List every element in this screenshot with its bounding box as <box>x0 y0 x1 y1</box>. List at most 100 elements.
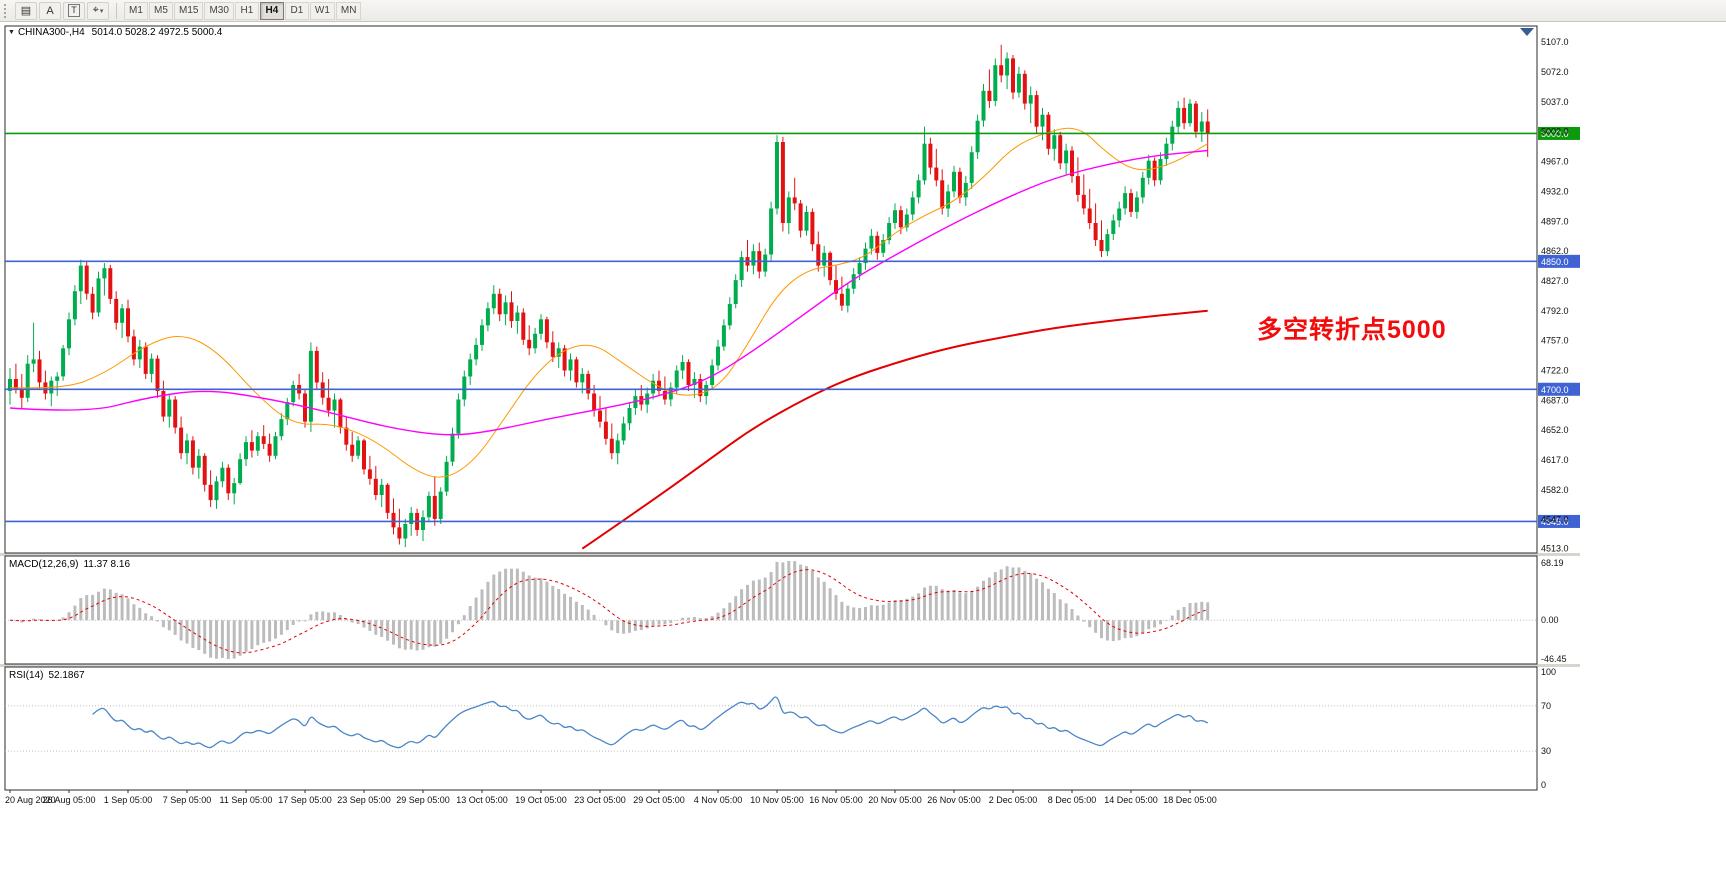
rsi-axis: 100 70 30 0 <box>1541 667 1556 790</box>
svg-text:4967.0: 4967.0 <box>1541 157 1569 167</box>
ma-slow-line <box>581 309 1208 550</box>
svg-text:4617.0: 4617.0 <box>1541 455 1569 465</box>
timeframe-button-h1[interactable]: H1 <box>234 1 259 20</box>
svg-text:4897.0: 4897.0 <box>1541 216 1569 226</box>
svg-text:4 Nov 05:00: 4 Nov 05:00 <box>694 795 743 805</box>
timeframe-button-m1[interactable]: M1 <box>124 1 148 20</box>
timeframe-button-d1[interactable]: D1 <box>284 1 309 20</box>
chart-shift-marker[interactable] <box>1520 28 1534 36</box>
panel-separator-main-macd[interactable] <box>0 553 1580 556</box>
svg-text:-46.45: -46.45 <box>1541 654 1567 664</box>
svg-text:4582.0: 4582.0 <box>1541 485 1569 495</box>
svg-text:7 Sep 05:00: 7 Sep 05:00 <box>163 795 212 805</box>
chart-annotation[interactable]: 多空转折点5000 <box>1257 316 1447 344</box>
svg-text:4722.0: 4722.0 <box>1541 366 1569 376</box>
svg-text:4547.0: 4547.0 <box>1541 515 1569 525</box>
svg-text:2 Dec 05:00: 2 Dec 05:00 <box>989 795 1038 805</box>
svg-text:26 Nov 05:00: 26 Nov 05:00 <box>927 795 981 805</box>
chart-objects-icon: ▤ <box>20 5 32 17</box>
chart-canvas[interactable]: 5000.0 4850.0 4700.0 4545.0 5107.0 5072.0 5037… <box>0 22 1726 894</box>
svg-text:16 Nov 05:00: 16 Nov 05:00 <box>809 795 863 805</box>
price-tag-text: 5000.0 <box>1541 129 1569 139</box>
chart-toolbar: ▤ A T ⌖ ▾ M1 M5 M15 M30 H1 H4 D1 W1 MN <box>0 0 1726 22</box>
price-tag-text: 4545.0 <box>1541 517 1569 527</box>
macd-name: MACD(12,26,9) <box>9 559 79 570</box>
timeframe-button-w1[interactable]: W1 <box>309 1 335 20</box>
rsi-panel[interactable] <box>4 666 1538 791</box>
svg-text:4792.0: 4792.0 <box>1541 306 1569 316</box>
price-tag-4545.0 <box>1538 514 1580 528</box>
svg-text:5037.0: 5037.0 <box>1541 97 1569 107</box>
ma-fast-line <box>9 127 1208 478</box>
timeframe-button-m30[interactable]: M30 <box>204 1 234 20</box>
svg-text:29 Oct 05:00: 29 Oct 05:00 <box>633 795 685 805</box>
svg-text:14 Dec 05:00: 14 Dec 05:00 <box>1104 795 1158 805</box>
panel-separator-macd-rsi[interactable] <box>0 664 1580 667</box>
price-tag-4850.0 <box>1538 254 1580 268</box>
one-click-trading-collapse-icon[interactable]: ▼ <box>8 29 15 36</box>
macd-histogram <box>14 561 1210 659</box>
price-tag-text: 4850.0 <box>1541 257 1569 267</box>
svg-text:11 Sep 05:00: 11 Sep 05:00 <box>220 795 273 805</box>
macd-main-value: 11.37 <box>83 559 108 570</box>
svg-text:23 Oct 05:00: 23 Oct 05:00 <box>574 795 626 805</box>
svg-text:19 Oct 05:00: 19 Oct 05:00 <box>515 795 567 805</box>
timeframe-button-h4[interactable]: H4 <box>259 1 284 20</box>
svg-text:4932.0: 4932.0 <box>1541 186 1569 196</box>
svg-text:4652.0: 4652.0 <box>1541 425 1569 435</box>
price-tag-4700.0 <box>1538 382 1580 396</box>
timeframe-button-mn[interactable]: MN <box>335 1 362 20</box>
rsi-line <box>92 696 1208 749</box>
rsi-indicator-label: RSI(14) 52.1867 <box>9 670 85 681</box>
price-tag-text: 4700.0 <box>1541 385 1569 395</box>
svg-text:0: 0 <box>1541 780 1546 790</box>
rsi-name: RSI(14) <box>9 670 44 681</box>
svg-text:4757.0: 4757.0 <box>1541 336 1569 346</box>
svg-text:26 Aug 05:00: 26 Aug 05:00 <box>42 795 95 805</box>
svg-text:100: 100 <box>1541 667 1556 677</box>
text-tool-button[interactable]: T <box>63 1 85 20</box>
timeframe-button-m15[interactable]: M15 <box>174 1 204 20</box>
macd-axis: 68.19 0.00 -46.45 <box>1541 558 1567 664</box>
svg-text:18 Dec 05:00: 18 Dec 05:00 <box>1163 795 1217 805</box>
svg-text:5072.0: 5072.0 <box>1541 67 1569 77</box>
text-tool-icon: T <box>68 4 80 17</box>
toolbar-separator <box>116 2 117 19</box>
svg-text:20 Nov 05:00: 20 Nov 05:00 <box>868 795 922 805</box>
timeframe-button-m5[interactable]: M5 <box>149 1 173 20</box>
svg-text:1 Sep 05:00: 1 Sep 05:00 <box>104 795 153 805</box>
svg-text:4513.0: 4513.0 <box>1541 544 1569 554</box>
chart-window: 5000.0 4850.0 4700.0 4545.0 5107.0 5072.0 5037… <box>0 22 1726 894</box>
chart-ohlc-values: 5014.0 5028.2 4972.5 5000.4 <box>91 27 223 38</box>
chevron-down-icon: ▾ <box>99 7 104 15</box>
chart-title: ▼ CHINA300-,H4 5014.0 5028.2 4972.5 5000.4 <box>8 27 222 38</box>
svg-text:10 Nov 05:00: 10 Nov 05:00 <box>750 795 804 805</box>
svg-text:5002.0: 5002.0 <box>1541 127 1569 137</box>
chart-symbol-period: CHINA300-,H4 <box>17 27 85 38</box>
annotation-a-button[interactable]: A <box>39 1 61 20</box>
main-chart-plot[interactable] <box>4 25 1538 554</box>
svg-text:17 Sep 05:00: 17 Sep 05:00 <box>278 795 332 805</box>
svg-text:30: 30 <box>1541 746 1551 756</box>
svg-text:5107.0: 5107.0 <box>1541 37 1569 47</box>
macd-signal-line <box>9 569 1208 654</box>
svg-text:8 Dec 05:00: 8 Dec 05:00 <box>1048 795 1097 805</box>
svg-text:4687.0: 4687.0 <box>1541 395 1569 405</box>
chart-objects-button[interactable]: ▤ <box>15 1 37 20</box>
letter-a-icon: A <box>46 4 54 17</box>
candlestick-series <box>8 44 1210 547</box>
drawing-tools-button[interactable]: ⌖ ▾ <box>87 1 109 20</box>
svg-text:29 Sep 05:00: 29 Sep 05:00 <box>396 795 450 805</box>
price-tag-5000.0 <box>1538 126 1580 140</box>
svg-text:4827.0: 4827.0 <box>1541 276 1569 286</box>
svg-text:23 Sep 05:00: 23 Sep 05:00 <box>337 795 391 805</box>
svg-text:20 Aug 2020: 20 Aug 2020 <box>5 795 56 805</box>
svg-text:68.19: 68.19 <box>1541 558 1564 568</box>
svg-text:0.00: 0.00 <box>1541 615 1559 625</box>
rsi-value: 52.1867 <box>48 670 85 681</box>
svg-text:70: 70 <box>1541 701 1551 711</box>
price-axis[interactable]: 5107.0 5072.0 5037.0 5002.0 4967.0 4932.0 4897… <box>1541 37 1569 554</box>
toolbar-grip[interactable] <box>4 3 9 18</box>
